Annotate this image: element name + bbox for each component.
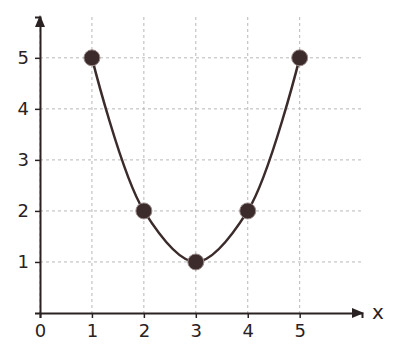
tick-label: 1 bbox=[87, 320, 98, 341]
point bbox=[292, 50, 308, 66]
grid-line bbox=[40, 108, 362, 109]
point bbox=[240, 203, 256, 219]
axis-title: x bbox=[372, 300, 384, 324]
tick-label: 0 bbox=[35, 320, 46, 341]
tick-label: 1 bbox=[18, 251, 29, 272]
tick-mark bbox=[35, 58, 40, 60]
tick-mark bbox=[35, 262, 40, 264]
tick-mark bbox=[196, 313, 198, 318]
y-axis: 1 2 3 4 5 bbox=[18, 18, 41, 314]
tick-mark bbox=[144, 313, 146, 318]
tick-mark bbox=[92, 313, 94, 318]
axis-line bbox=[35, 18, 41, 314]
axis-line bbox=[41, 314, 363, 319]
marks bbox=[84, 50, 308, 270]
tick: 2 bbox=[139, 313, 150, 341]
plot-area: 0 1 2 3 4 5 1 2 3 4 5 x bbox=[18, 15, 384, 341]
tick: 1 bbox=[18, 251, 40, 272]
tick-mark bbox=[35, 109, 40, 111]
axis-arrow bbox=[35, 15, 45, 27]
tick-label: 5 bbox=[18, 47, 29, 68]
tick-mark bbox=[299, 313, 301, 318]
tick-label: 3 bbox=[18, 149, 29, 170]
axis-arrow bbox=[352, 308, 364, 318]
tick-mark bbox=[247, 313, 249, 318]
tick-label: 2 bbox=[139, 320, 150, 341]
point bbox=[84, 50, 100, 66]
line bbox=[92, 58, 300, 262]
chart: 0 1 2 3 4 5 1 2 3 4 5 x bbox=[0, 0, 398, 347]
tick-label: 4 bbox=[18, 98, 29, 119]
grid-line bbox=[40, 210, 362, 211]
point bbox=[136, 203, 152, 219]
grid-line bbox=[143, 17, 144, 313]
grid bbox=[40, 17, 362, 313]
tick: 3 bbox=[18, 149, 40, 170]
grid-line bbox=[247, 17, 248, 313]
tick: 0 bbox=[35, 313, 46, 341]
tick-mark bbox=[35, 160, 40, 162]
point bbox=[188, 254, 204, 270]
tick-label: 3 bbox=[191, 320, 202, 341]
tick-label: 4 bbox=[243, 320, 254, 341]
tick-mark bbox=[35, 211, 40, 213]
tick: 4 bbox=[243, 313, 254, 341]
tick: 1 bbox=[87, 313, 98, 341]
tick-label: 2 bbox=[18, 200, 29, 221]
tick: 2 bbox=[18, 200, 40, 221]
x-axis: 0 1 2 3 4 5 bbox=[35, 313, 363, 341]
grid-line bbox=[40, 159, 362, 160]
tick: 3 bbox=[191, 313, 202, 341]
tick: 5 bbox=[294, 313, 305, 341]
tick: 5 bbox=[18, 47, 40, 68]
tick-label: 5 bbox=[294, 320, 305, 341]
tick: 4 bbox=[18, 98, 40, 119]
